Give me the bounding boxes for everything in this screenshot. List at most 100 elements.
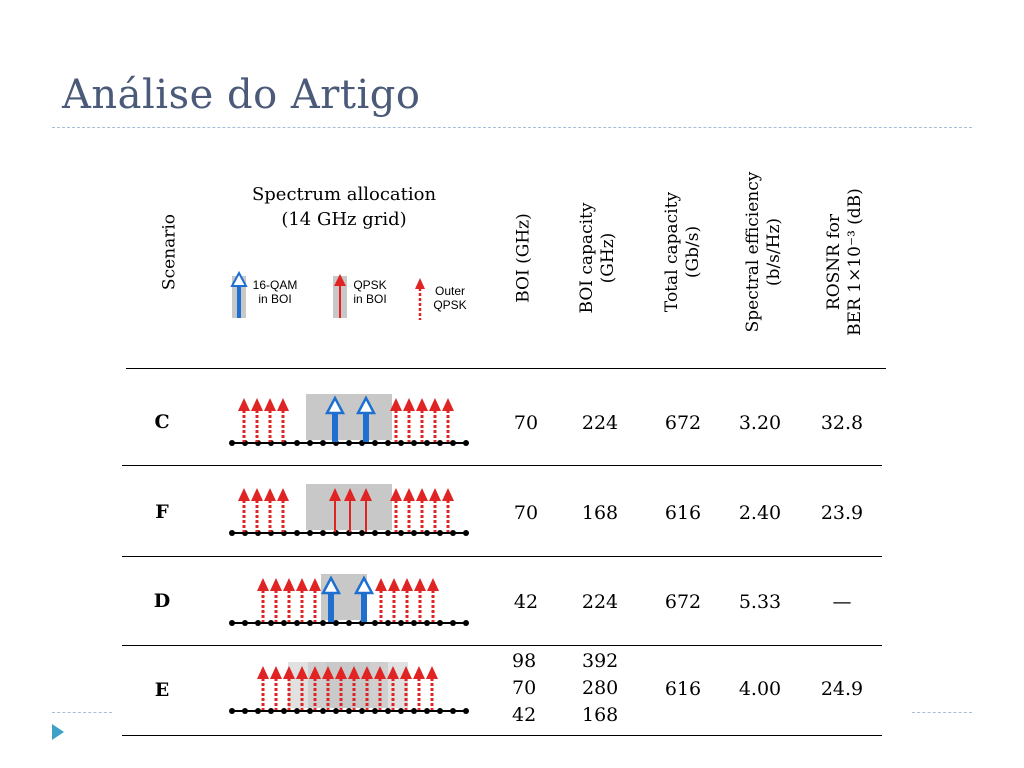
grid-dot (463, 530, 469, 536)
grid-dot (437, 708, 443, 714)
grid-dot (320, 530, 326, 536)
grid-dot (463, 440, 469, 446)
outer-qpsk-arrowhead (251, 398, 263, 411)
grid-dot (437, 530, 443, 536)
cell-spectral-efficiency: 3.20 (738, 412, 782, 434)
grid-dot (463, 620, 469, 626)
grid-dot (229, 530, 235, 536)
grid-dot (398, 530, 404, 536)
header-boi-capacity: BOI capacity (GHz) (577, 202, 618, 314)
spectrum-diagram-c (229, 394, 469, 446)
outer-qpsk-arrowhead (296, 666, 308, 679)
cell-total-capacity: 616 (664, 502, 702, 524)
cell-boi: 42 (512, 704, 537, 726)
outer-qpsk-arrowhead (348, 666, 360, 679)
grid-dot (385, 440, 391, 446)
cell-rosnr: — (832, 591, 852, 613)
header-scenario: Scenario (159, 213, 180, 291)
row-divider (122, 556, 882, 557)
grid-dot (333, 620, 339, 626)
grid-dot (359, 708, 365, 714)
outer-qpsk-arrowhead (238, 488, 250, 501)
grid-dot (294, 620, 300, 626)
grid-dot (294, 708, 300, 714)
outer-qpsk-arrowhead (401, 578, 413, 591)
grid-dot (255, 708, 261, 714)
cell-scenario: E (154, 679, 170, 701)
grid-dot (320, 708, 326, 714)
cell-boi: 42 (513, 591, 539, 613)
outer-qpsk-arrowhead (264, 398, 276, 411)
spectrum-diagram-f (229, 484, 469, 536)
grid-dot (411, 708, 417, 714)
grid-dot (229, 620, 235, 626)
grid-dot (281, 708, 287, 714)
boi-qpsk-arrowhead (329, 488, 341, 501)
legend-16qam-icon (230, 270, 248, 318)
outer-qpsk-arrowhead (387, 666, 399, 679)
footer-divider-right (912, 712, 972, 713)
cell-boi-capacity: 224 (581, 591, 619, 613)
grid-dot (372, 530, 378, 536)
header-total-capacity: Total capacity (Gb/s) (662, 191, 703, 313)
outer-qpsk-arrowhead (429, 398, 441, 411)
grid-dot (294, 440, 300, 446)
cell-boi-stack: 98 70 42 (512, 648, 572, 729)
outer-qpsk-arrowhead (322, 666, 334, 679)
outer-qpsk-arrowhead (257, 578, 269, 591)
outer-qpsk-arrowhead (270, 578, 282, 591)
cell-boi: 70 (513, 502, 539, 524)
grid-dot (450, 620, 456, 626)
boi-band (306, 394, 392, 440)
grid-dot (320, 440, 326, 446)
grid-dot (372, 708, 378, 714)
grid-dot (268, 708, 274, 714)
boi-band (326, 662, 370, 708)
legend-qpsk-boi-icon (333, 274, 347, 318)
grid-dot (411, 620, 417, 626)
outer-qpsk-arrowhead (427, 578, 439, 591)
grid-dot (242, 708, 248, 714)
grid-dot (307, 440, 313, 446)
grid-dot (372, 620, 378, 626)
legend-outer-qpsk-label: Outer QPSK (433, 284, 467, 312)
cell-rosnr: 24.9 (820, 678, 864, 700)
grid-dot (424, 620, 430, 626)
outer-qpsk-arrowhead (426, 666, 438, 679)
outer-qpsk-arrowhead (416, 398, 428, 411)
grid-dot (411, 530, 417, 536)
boi-band (321, 574, 367, 620)
outer-qpsk-arrowhead (388, 578, 400, 591)
outer-qpsk-arrowhead (283, 578, 295, 591)
grid-dot (450, 708, 456, 714)
grid-dot (424, 708, 430, 714)
grid-dot (398, 440, 404, 446)
spectrum-diagram-e (229, 662, 469, 714)
grid-dot (294, 530, 300, 536)
grid-dot (346, 708, 352, 714)
outer-qpsk-arrowhead (374, 666, 386, 679)
grid-dot (320, 620, 326, 626)
outer-qpsk-arrowhead (270, 666, 282, 679)
outer-qpsk-arrowhead (361, 666, 373, 679)
cell-spectral-efficiency: 5.33 (738, 591, 782, 613)
grid-dot (268, 620, 274, 626)
grid-dot (385, 708, 391, 714)
outer-qpsk-arrowhead (257, 666, 269, 679)
boi-16qam-arrowhead (355, 395, 377, 415)
grid-dot (463, 708, 469, 714)
cell-boi-capacity: 168 (582, 704, 619, 726)
grid-dot (307, 708, 313, 714)
grid-dot (450, 530, 456, 536)
outer-qpsk-arrowhead (403, 398, 415, 411)
grid-dot (229, 708, 235, 714)
grid-dot (450, 440, 456, 446)
outer-qpsk-arrowhead (277, 488, 289, 501)
grid-dot (398, 620, 404, 626)
boi-qpsk-arrowhead (360, 488, 372, 501)
cell-scenario: C (154, 411, 170, 433)
legend-outer-qpsk-icon (415, 278, 425, 320)
outer-qpsk-arrowhead (264, 488, 276, 501)
outer-qpsk-arrowhead (400, 666, 412, 679)
slide-title: Análise do Artigo (62, 72, 421, 118)
